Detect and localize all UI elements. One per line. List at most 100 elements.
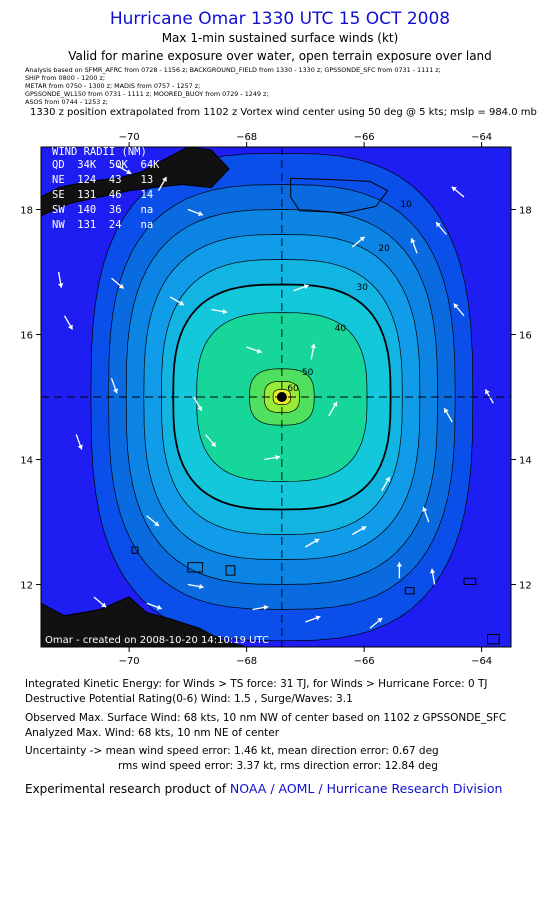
chart-title: Hurricane Omar 1330 UTC 15 OCT 2008 bbox=[109, 9, 451, 29]
wind-arrow-head bbox=[303, 284, 309, 290]
wind-arrow-head bbox=[126, 169, 132, 174]
wind-arrow-head bbox=[429, 568, 436, 574]
hrd-link[interactable]: NOAA / AOML / Hurricane Research Divisio… bbox=[229, 781, 503, 796]
wind-arrow-head bbox=[422, 506, 428, 512]
wind-arrow-head bbox=[154, 521, 160, 527]
wind-arrow-head bbox=[198, 211, 203, 217]
island-2 bbox=[225, 565, 236, 576]
x-tick-label-top: −70 bbox=[119, 132, 140, 143]
wind-arrow bbox=[453, 303, 465, 317]
wind-arrow-head bbox=[377, 617, 383, 623]
wind-field bbox=[41, 147, 511, 647]
position-note: 1330 z position extrapolated from 1102 z… bbox=[30, 107, 537, 118]
source-line-1: Analysis based on SFMR_AFRC from 0728 - … bbox=[25, 66, 441, 74]
created-label: Omar - created on 2008-10-20 14:10:19 UT… bbox=[45, 635, 269, 646]
wind-arrow bbox=[187, 583, 204, 590]
storm-center-marker bbox=[276, 392, 287, 402]
contour-label-40: 40 bbox=[335, 324, 347, 334]
wind-arrow-head bbox=[485, 389, 490, 395]
wind-arrow-head bbox=[222, 308, 228, 315]
wind-arrow bbox=[484, 389, 494, 404]
island-4 bbox=[463, 577, 477, 585]
wind-arrow-head bbox=[453, 303, 459, 309]
wind-arrow bbox=[443, 407, 453, 423]
x-tick-label-top: −68 bbox=[236, 132, 257, 143]
wind-arrow bbox=[429, 568, 436, 585]
product-credit: Experimental research product of NOAA / … bbox=[25, 781, 502, 796]
wind-arrow-head bbox=[256, 348, 262, 354]
wind-arrow bbox=[146, 602, 163, 610]
wind-arrow bbox=[110, 378, 119, 394]
hispaniola-landmass bbox=[41, 147, 230, 217]
wind-arrow-head bbox=[263, 604, 269, 611]
wind-arrow bbox=[205, 434, 217, 448]
wind-arrow bbox=[63, 315, 74, 330]
island-0 bbox=[131, 546, 139, 554]
wind-arrow bbox=[310, 343, 316, 360]
wind-arrow-head bbox=[77, 444, 83, 450]
wind-radii-title: WIND RADII (NM) bbox=[52, 146, 147, 158]
island-3 bbox=[404, 587, 415, 595]
wind-radii-row-sw: SW 140 36 na bbox=[52, 204, 172, 216]
wind-arrow bbox=[410, 237, 418, 254]
wind-arrow bbox=[352, 525, 367, 536]
wind-arrow bbox=[435, 221, 447, 235]
analyzed-max-line: Analyzed Max. Wind: 68 kts, 10 nm NE of … bbox=[25, 727, 280, 739]
wind-arrow-head bbox=[315, 615, 321, 621]
ike-line: Integrated Kinetic Energy: for Winds > T… bbox=[25, 678, 488, 690]
wind-arrow bbox=[369, 617, 383, 629]
x-tick-label-bottom: −70 bbox=[119, 656, 140, 667]
wind-radii-row-se: SE 131 46 14 bbox=[52, 189, 172, 201]
x-tick-label-bottom: −68 bbox=[236, 656, 257, 667]
wind-arrow bbox=[169, 296, 185, 306]
wind-arrow bbox=[146, 515, 160, 527]
wind-arrow-head bbox=[199, 583, 204, 590]
y-tick-label-right: 18 bbox=[519, 206, 532, 217]
wind-arrow-head bbox=[410, 238, 416, 244]
y-tick-label-right: 14 bbox=[519, 456, 532, 467]
venezuela-coast bbox=[41, 596, 247, 647]
chart-subtitle: Max 1-min sustained surface winds (kt) bbox=[161, 31, 399, 45]
wind-arrow-head bbox=[385, 476, 390, 482]
x-tick-label-bottom: −64 bbox=[471, 656, 492, 667]
valid-line: Valid for marine exposure over water, op… bbox=[68, 49, 492, 63]
contour-label-30: 30 bbox=[357, 283, 369, 293]
wind-arrow-head bbox=[310, 343, 316, 349]
dpr-line: Destructive Potential Rating(0-6) Wind: … bbox=[25, 693, 353, 705]
wind-arrow-head bbox=[314, 538, 320, 544]
source-line-3: METAR from 0750 - 1300 z; MADIS from 075… bbox=[25, 82, 201, 90]
wind-arrow-head bbox=[211, 441, 216, 447]
wind-arrow bbox=[305, 538, 320, 548]
x-tick-label-top: −64 bbox=[471, 132, 492, 143]
wind-arrow-head bbox=[58, 283, 64, 288]
product-credit-prefix: Experimental research product of bbox=[25, 782, 230, 796]
wind-arrow-head bbox=[179, 300, 185, 306]
wind-radii-header: QD 34K 50K 64K bbox=[52, 159, 172, 171]
contour-10kt bbox=[90, 152, 474, 642]
wind-arrow-head bbox=[451, 186, 457, 192]
source-line-5: ASOS from 0744 - 1253 z; bbox=[25, 98, 108, 106]
wind-arrow bbox=[305, 615, 321, 623]
wind-arrow bbox=[187, 208, 204, 217]
y-tick-label-left: 16 bbox=[20, 331, 33, 342]
wind-arrow-head bbox=[444, 408, 449, 414]
wind-arrow-head bbox=[101, 602, 107, 608]
contour-label-50: 50 bbox=[302, 368, 314, 378]
wind-arrow-head bbox=[113, 388, 119, 394]
contour-label-20: 20 bbox=[378, 244, 390, 254]
y-tick-label-right: 16 bbox=[519, 331, 532, 342]
wind-arrow-head bbox=[68, 324, 73, 330]
wind-arrow bbox=[246, 346, 262, 354]
wind-radii-table: WIND RADII (NM) QD 34K 50K 64K NE 124 43… bbox=[52, 146, 172, 231]
y-tick-label-left: 12 bbox=[20, 581, 33, 592]
wind-arrow bbox=[157, 176, 168, 192]
y-tick-label-left: 18 bbox=[20, 206, 33, 217]
y-tick-label-left: 14 bbox=[20, 456, 33, 467]
wind-arrow bbox=[252, 604, 269, 611]
wind-arrow bbox=[193, 396, 203, 412]
uncertainty-line-2: rms wind speed error: 3.37 kt, rms direc… bbox=[118, 760, 438, 772]
wind-arrow-head bbox=[436, 222, 441, 228]
puerto-rico-outline bbox=[290, 177, 389, 214]
wind-arrow bbox=[57, 271, 64, 288]
